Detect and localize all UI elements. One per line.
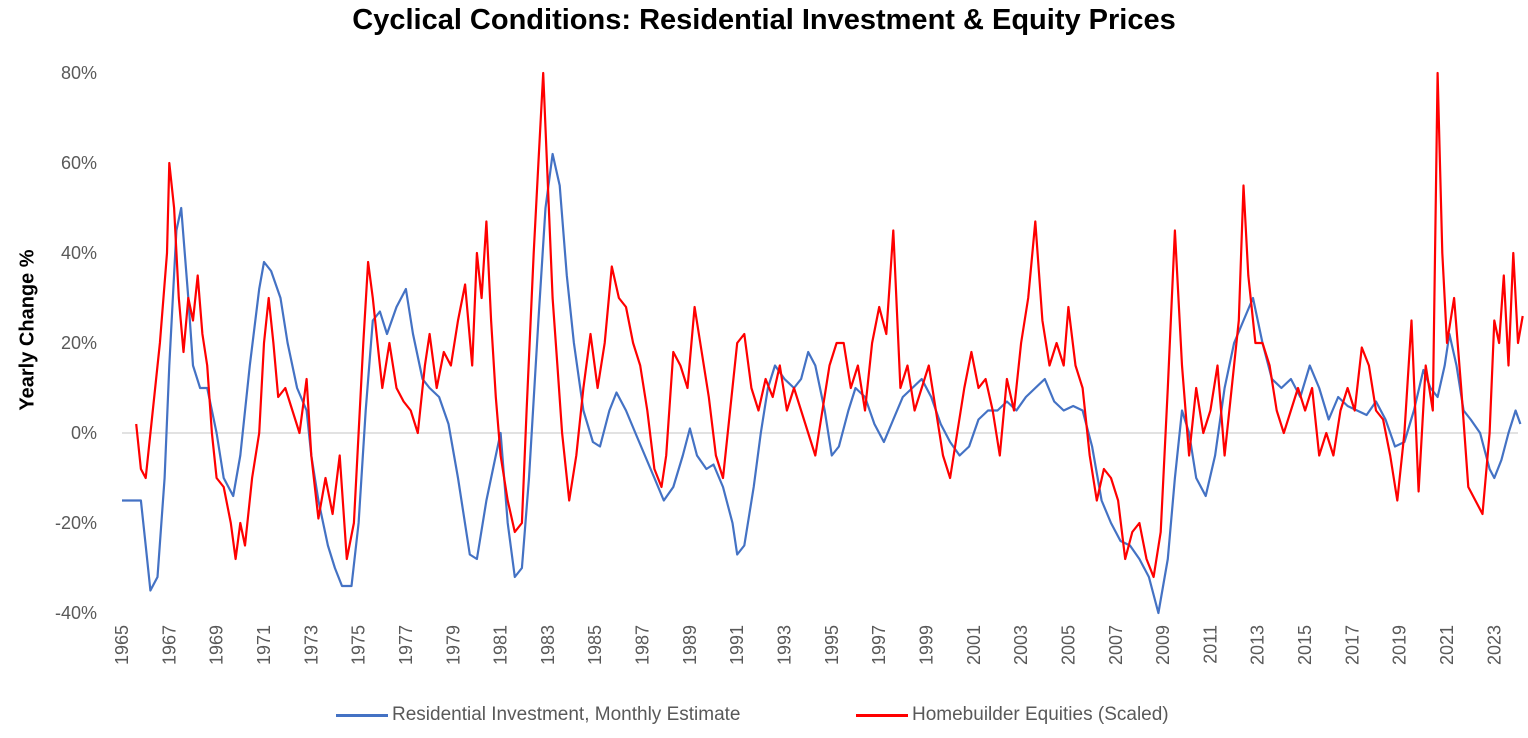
- x-tick-label: 1993: [775, 625, 795, 665]
- x-tick-label: 2015: [1295, 625, 1315, 665]
- x-tick-label: 1995: [822, 625, 842, 665]
- y-tick-label: -20%: [55, 513, 97, 533]
- x-tick-label: 2009: [1153, 625, 1173, 665]
- x-tick-label: 1975: [349, 625, 369, 665]
- legend-swatch-homebuilder: [856, 713, 908, 717]
- y-tick-label: 0%: [71, 423, 97, 443]
- x-tick-label: 2023: [1484, 625, 1504, 665]
- x-tick-label: 2003: [1011, 625, 1031, 665]
- legend-item-residential: Residential Investment, Monthly Estimate: [336, 704, 741, 726]
- x-tick-label: 1981: [491, 625, 511, 665]
- x-tick-label: 1973: [301, 625, 321, 665]
- y-tick-label: -40%: [55, 603, 97, 623]
- x-tick-label: 1977: [396, 625, 416, 665]
- x-tick-label: 1997: [869, 625, 889, 665]
- y-tick-label: 20%: [61, 333, 97, 353]
- x-tick-label: 1983: [538, 625, 558, 665]
- x-tick-label: 1965: [112, 625, 132, 665]
- series-line-residential-investment: [122, 152, 1522, 615]
- x-tick-label: 1989: [680, 625, 700, 665]
- x-tick-label: 1999: [916, 625, 936, 665]
- x-tick-label: 2013: [1248, 625, 1268, 665]
- x-tick-label: 2021: [1437, 625, 1457, 665]
- x-tick-label: 2011: [1200, 625, 1220, 664]
- x-tick-label: 2001: [964, 625, 984, 665]
- legend-swatch-residential: [336, 713, 388, 717]
- legend: Residential Investment, Monthly Estimate…: [0, 704, 1528, 730]
- chart-title: Cyclical Conditions: Residential Investm…: [352, 4, 1176, 36]
- x-tick-label: 1971: [254, 625, 274, 665]
- x-tick-label: 1991: [727, 625, 747, 665]
- legend-label-homebuilder: Homebuilder Equities (Scaled): [912, 704, 1169, 725]
- legend-item-homebuilder: Homebuilder Equities (Scaled): [856, 704, 1169, 726]
- x-tick-label: 1987: [633, 625, 653, 665]
- x-tick-label: 2017: [1342, 625, 1362, 665]
- legend-label-residential: Residential Investment, Monthly Estimate: [392, 704, 741, 725]
- x-tick-label: 1969: [207, 625, 227, 665]
- x-tick-label: 2005: [1058, 625, 1078, 665]
- y-tick-label: 40%: [61, 243, 97, 263]
- x-tick-label: 1967: [159, 625, 179, 665]
- y-tick-label: 80%: [61, 63, 97, 83]
- y-tick-label: 60%: [61, 153, 97, 173]
- x-tick-label: 2007: [1106, 625, 1126, 665]
- x-tick-label: 1985: [585, 625, 605, 665]
- x-tick-label: 1979: [443, 625, 463, 665]
- line-chart: 80% 60% 40% 20% 0% -20% -40% 1965 1967 1969 1971 19…: [55, 63, 1524, 665]
- x-tick-label: 2019: [1390, 625, 1410, 665]
- series-line-homebuilder-equities: [135, 71, 1524, 579]
